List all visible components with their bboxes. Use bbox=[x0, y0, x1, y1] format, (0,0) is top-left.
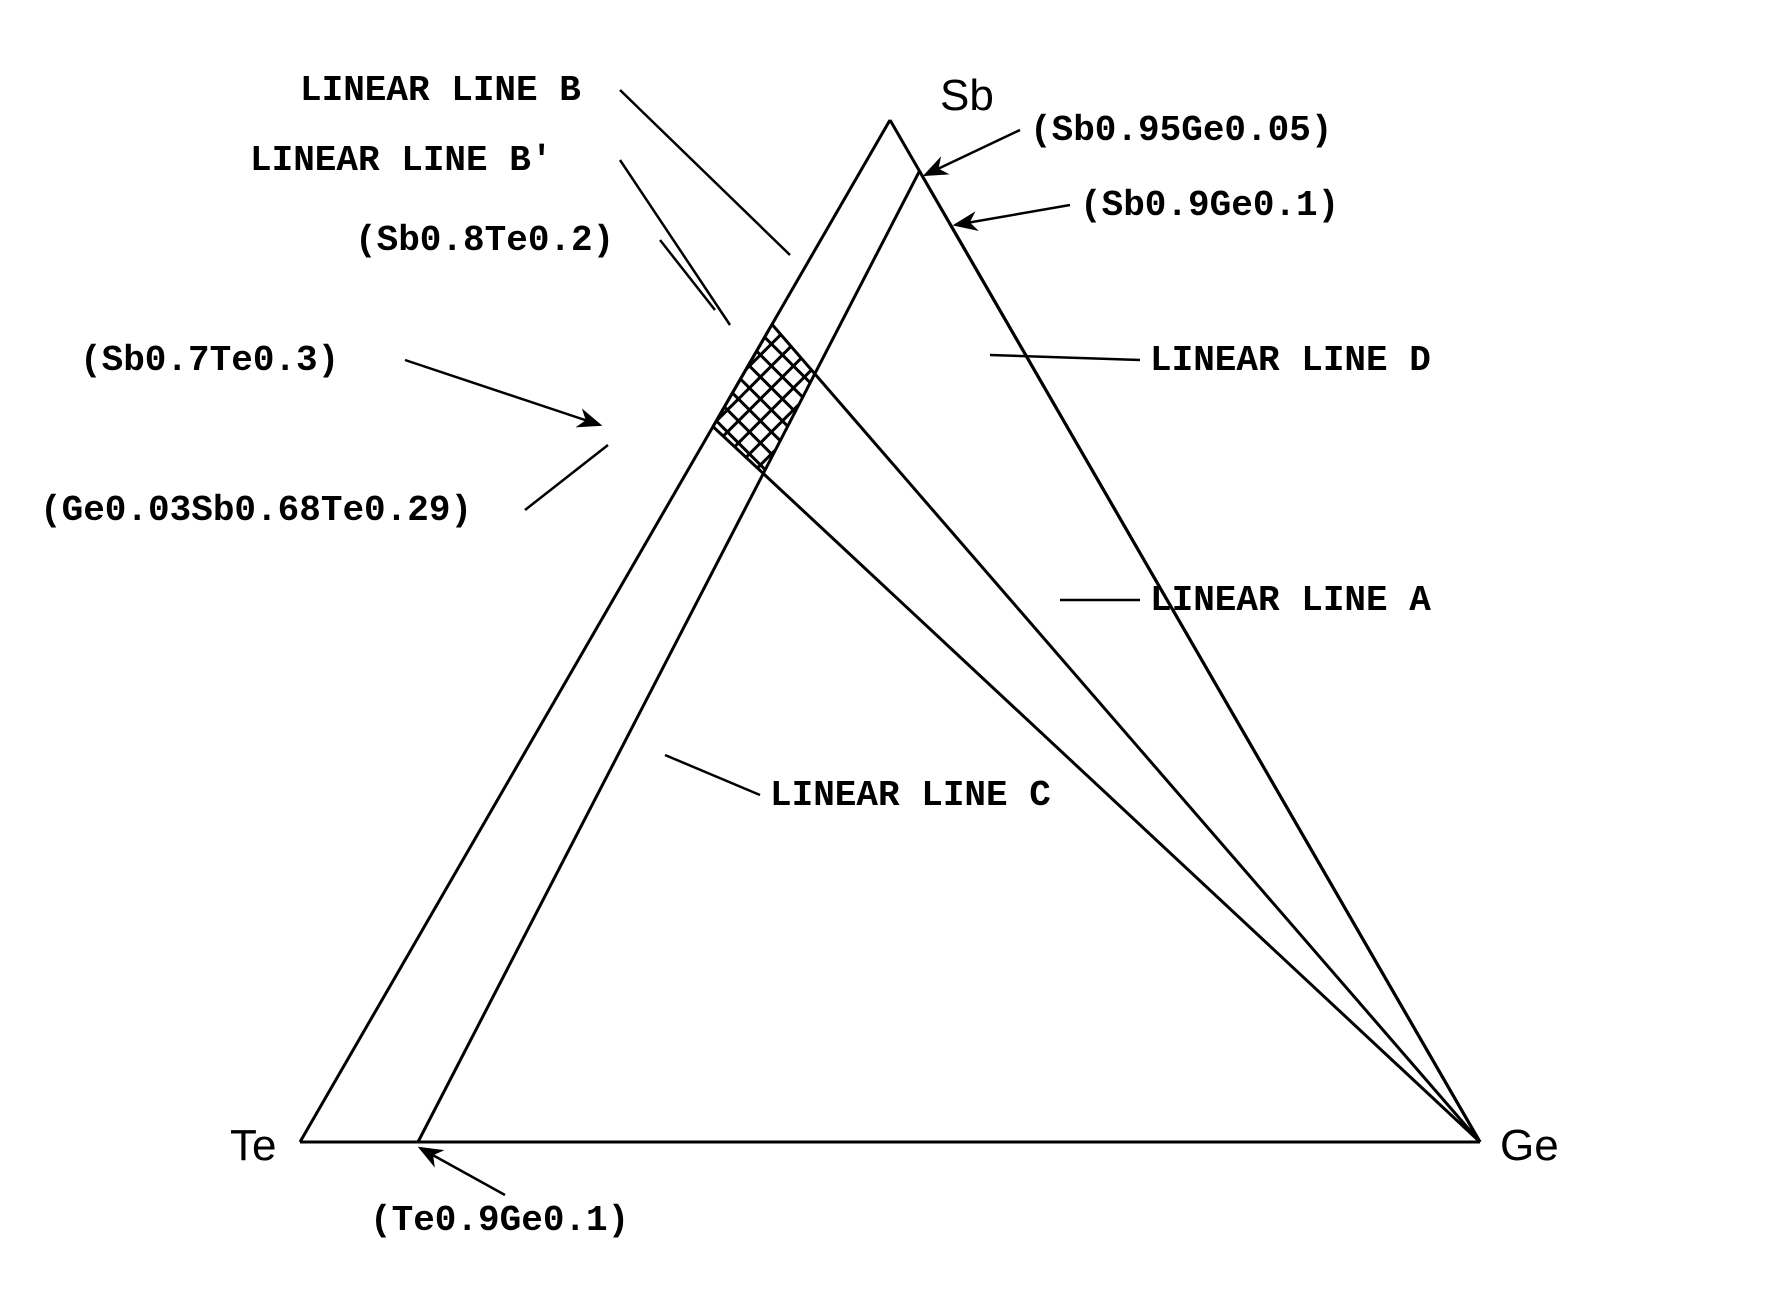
leader-lineD bbox=[990, 355, 1140, 360]
label-sb095ge005: (Sb0.95Ge0.05) bbox=[1030, 110, 1332, 151]
leader-sb09ge01 bbox=[955, 205, 1070, 225]
label-sb08te02: (Sb0.8Te0.2) bbox=[355, 220, 614, 261]
vertex-label-Ge: Ge bbox=[1500, 1121, 1559, 1170]
vertex-label-Sb: Sb bbox=[940, 71, 994, 120]
label-te09ge01: (Te0.9Ge0.1) bbox=[370, 1200, 629, 1241]
leader-sb095ge005 bbox=[925, 130, 1020, 175]
triangle bbox=[300, 120, 1480, 1142]
vertex-label-Te: Te bbox=[230, 1121, 276, 1170]
label-lineB: LINEAR LINE B bbox=[300, 70, 581, 111]
label-sb09ge01: (Sb0.9Ge0.1) bbox=[1080, 185, 1339, 226]
leader-sb08te02 bbox=[660, 240, 715, 310]
label-ge003: (Ge0.03Sb0.68Te0.29) bbox=[40, 490, 472, 531]
label-sb07te03: (Sb0.7Te0.3) bbox=[80, 340, 339, 381]
label-lineBp: LINEAR LINE B' bbox=[250, 140, 552, 181]
leader-sb07te03 bbox=[405, 360, 600, 425]
leader-te09ge01 bbox=[420, 1148, 505, 1195]
region-lines bbox=[418, 171, 1480, 1142]
ternary-diagram: LINEAR LINE B LINEAR LINE B' (Sb0.8Te0.2) (… bbox=[0, 0, 1780, 1308]
label-lineC: LINEAR LINE C bbox=[770, 775, 1051, 816]
leader-lineBp bbox=[620, 160, 730, 325]
leader-ge003 bbox=[525, 445, 608, 510]
label-lineA: LINEAR LINE A bbox=[1150, 580, 1431, 621]
labels: LINEAR LINE B LINEAR LINE B' (Sb0.8Te0.2) (… bbox=[40, 70, 1431, 1241]
leader-lineB bbox=[620, 90, 790, 255]
leader-lineC bbox=[665, 755, 760, 795]
label-lineD: LINEAR LINE D bbox=[1150, 340, 1431, 381]
